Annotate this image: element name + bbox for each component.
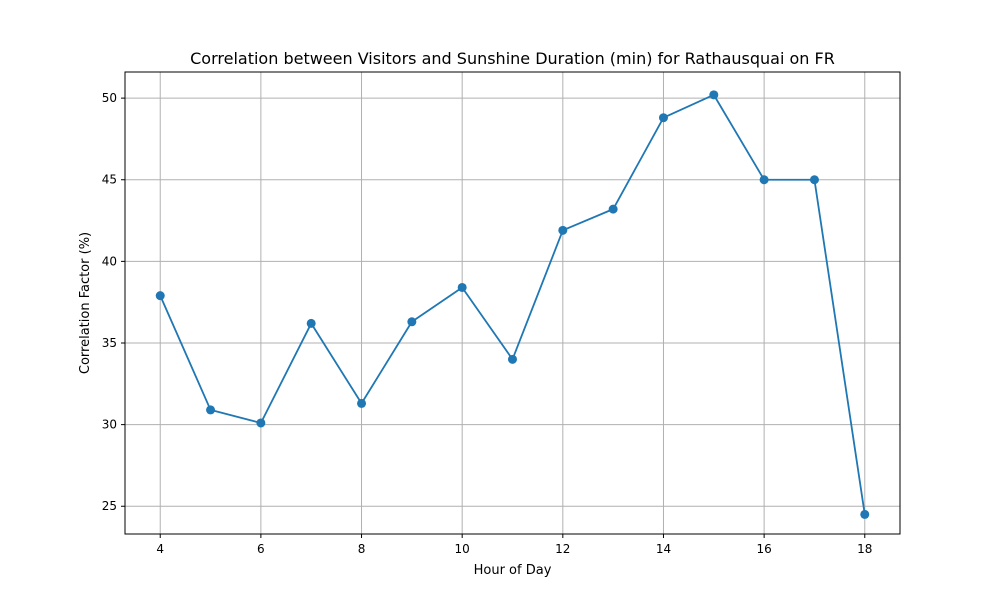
- data-point: [256, 418, 266, 428]
- data-point: [608, 204, 618, 214]
- y-axis-label: Correlation Factor (%): [78, 232, 93, 374]
- chart-title: Correlation between Visitors and Sunshin…: [190, 49, 835, 68]
- data-point: [809, 175, 819, 185]
- data-point: [457, 282, 467, 292]
- data-point: [759, 175, 769, 185]
- data-point: [860, 509, 870, 519]
- y-tick-label: 35: [102, 336, 117, 350]
- x-tick-label: 10: [455, 542, 470, 556]
- series-layer: [155, 90, 870, 519]
- x-tick-label: 12: [555, 542, 570, 556]
- axis-ticks: 4 6 8 10 12 14 16 18 25 30 35 40 45 50: [102, 91, 873, 556]
- x-tick-label: 6: [257, 542, 265, 556]
- data-point: [508, 354, 517, 364]
- x-tick-label: 16: [756, 542, 771, 556]
- x-axis-label: Hour of Day: [474, 563, 552, 578]
- y-tick-label: 40: [102, 254, 117, 268]
- data-point: [709, 90, 719, 100]
- data-point: [357, 398, 367, 408]
- x-tick-label: 4: [156, 542, 164, 556]
- data-point: [306, 318, 316, 328]
- y-tick-label: 50: [102, 91, 117, 105]
- x-tick-label: 14: [656, 542, 671, 556]
- y-tick-label: 30: [102, 418, 117, 432]
- data-point: [206, 405, 216, 415]
- data-point: [407, 317, 417, 327]
- x-tick-label: 18: [857, 542, 872, 556]
- plot-frame: [124, 71, 901, 535]
- y-tick-label: 45: [102, 173, 117, 187]
- y-tick-label: 25: [102, 499, 117, 513]
- data-point: [155, 291, 165, 301]
- data-point: [558, 225, 568, 235]
- data-point: [658, 113, 668, 123]
- x-tick-label: 8: [358, 542, 366, 556]
